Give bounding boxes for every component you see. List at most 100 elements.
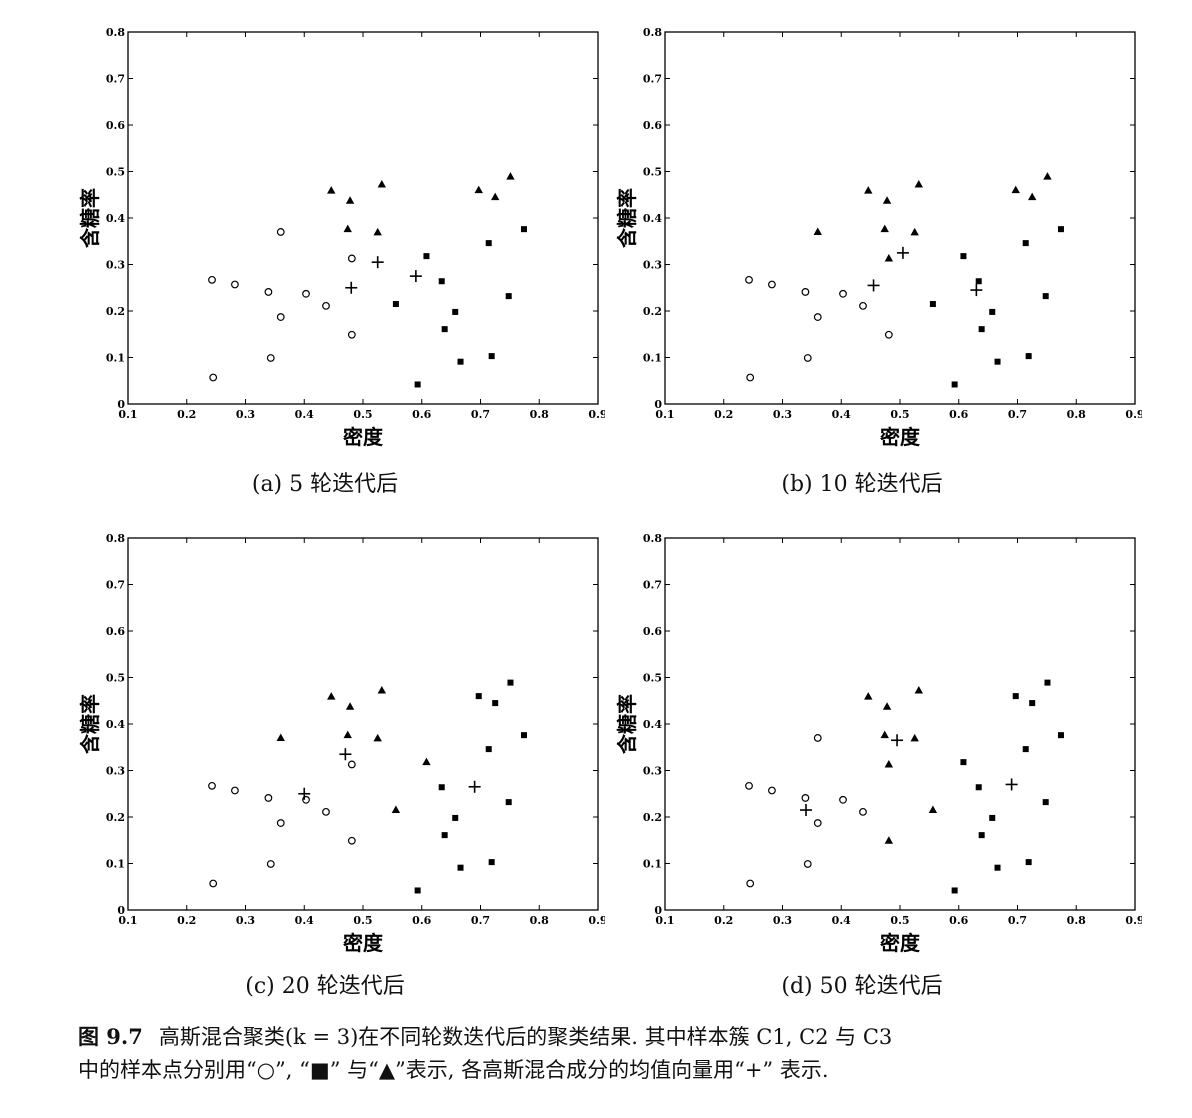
circle-point [347, 760, 356, 769]
triangle-point [884, 759, 894, 768]
y-axis-label: 含糖率 [615, 694, 639, 754]
square-point [994, 864, 1001, 871]
square-point [414, 381, 421, 388]
triangle-point [914, 686, 923, 694]
x-tick-label: 0.8 [1067, 408, 1086, 421]
x-axis-label: 密度 [343, 425, 384, 449]
circle-point [801, 288, 810, 296]
circle-point [859, 301, 867, 310]
y-tick-label: 0.6 [106, 625, 125, 638]
x-tick-label: 0.8 [1067, 914, 1086, 927]
triangle-point [474, 185, 483, 194]
y-tick-label: 0.4 [106, 212, 125, 225]
x-tick-label: 0.7 [471, 408, 490, 421]
square-point [960, 253, 967, 260]
square-point [438, 784, 445, 791]
circle-point [264, 794, 273, 802]
mean-vector-plus [345, 281, 358, 294]
square-point [960, 759, 967, 766]
triangle-point [490, 192, 500, 201]
x-tick-label: 0.5 [890, 914, 909, 927]
square-point [978, 832, 985, 839]
circle-point [884, 330, 893, 339]
figure-caption: 图 9.7 高斯混合聚类(k = 3)在不同轮数迭代后的聚类结果. 其中样本簇 C… [78, 1020, 1158, 1087]
y-tick-label: 0.7 [106, 579, 125, 592]
figure-caption-line-1: 图 9.7 高斯混合聚类(k = 3)在不同轮数迭代后的聚类结果. 其中样本簇 C… [78, 1020, 1158, 1054]
y-tick-label: 0.6 [643, 119, 662, 132]
y-tick-label: 0 [654, 904, 662, 917]
figure-label: 图 9.7 [78, 1024, 143, 1049]
y-tick-label: 0.7 [643, 579, 662, 592]
triangle-point [910, 227, 919, 236]
square-point [475, 693, 482, 700]
circle-point [347, 836, 356, 845]
triangle-point [506, 172, 515, 180]
circle-point [231, 786, 239, 795]
y-tick-label: 0.3 [643, 259, 662, 272]
x-tick-label: 0.4 [295, 408, 314, 421]
y-tick-label: 0.4 [643, 212, 662, 225]
triangle-point [373, 733, 382, 742]
x-tick-label: 0.5 [353, 914, 372, 927]
panel-caption-b: (b) 10 轮迭代后 [781, 472, 943, 497]
y-tick-label: 0 [117, 398, 125, 411]
x-tick-label: 0.9 [1125, 914, 1142, 927]
triangle-point [391, 805, 401, 814]
x-tick-label: 0.3 [236, 408, 255, 421]
circle-point [231, 280, 239, 289]
x-axis-label: 密度 [343, 931, 384, 955]
plot-frame [127, 31, 599, 405]
y-tick-label: 0.5 [106, 166, 125, 179]
y-axis-label: 含糖率 [615, 188, 639, 248]
scatter-plot-b: 0.1 0.2 0.3 0.4 0.5 0.6 0.7 0.8 0.900.10.20.30.4… [615, 26, 1142, 449]
y-tick-label: 0.8 [643, 26, 662, 39]
mean-vector-plus [891, 734, 904, 747]
x-tick-label: 0.1 [655, 914, 674, 927]
y-tick-label: 0.5 [643, 672, 662, 685]
x-tick-label: 0.1 [118, 914, 137, 927]
square-point [438, 278, 445, 285]
y-tick-label: 0.4 [643, 718, 662, 731]
circle-point [208, 781, 216, 790]
x-tick-label: 0.7 [1008, 914, 1027, 927]
triangle-point [884, 836, 894, 844]
square-point [1025, 353, 1032, 360]
x-tick-label: 0.5 [353, 408, 372, 421]
mean-vector-plus [409, 270, 422, 283]
triangle-point [345, 702, 355, 710]
panel-caption-c: (c) 20 轮迭代后 [245, 974, 405, 999]
x-tick-label: 0.3 [773, 408, 792, 421]
y-tick-label: 0.3 [643, 765, 662, 778]
square-point [488, 353, 495, 360]
y-tick-label: 0.2 [106, 811, 125, 824]
circle-point [768, 786, 776, 795]
square-point [507, 679, 514, 686]
y-tick-label: 0.7 [106, 73, 125, 86]
triangle-point [345, 196, 355, 204]
circle-point [803, 354, 812, 362]
x-tick-label: 0.6 [412, 914, 431, 927]
circle-point [813, 734, 822, 742]
square-point [414, 887, 421, 894]
triangle-point [928, 805, 938, 814]
square-point [1025, 859, 1032, 866]
x-tick-label: 0.1 [655, 408, 674, 421]
square-point [1057, 732, 1064, 739]
x-tick-label: 0.6 [949, 408, 968, 421]
circle-point [745, 275, 753, 284]
triangle-point [884, 253, 894, 262]
square-point [505, 799, 512, 806]
y-axis-label: 含糖率 [78, 694, 102, 754]
triangle-point [373, 227, 382, 236]
circle-point [746, 373, 755, 382]
panel-c: 0.1 0.2 0.3 0.4 0.5 0.6 0.7 0.8 0.9 0 0.1 0.2 0.3 0.4… [45, 516, 605, 1016]
circle-point [746, 879, 755, 888]
square-point [951, 381, 958, 388]
circle-point [209, 373, 218, 382]
y-tick-label: 0.3 [106, 259, 125, 272]
square-point [505, 293, 512, 300]
triangle-point [914, 180, 923, 188]
circle-point [276, 313, 285, 321]
x-tick-label: 0.4 [295, 914, 314, 927]
circle-point [322, 807, 330, 816]
